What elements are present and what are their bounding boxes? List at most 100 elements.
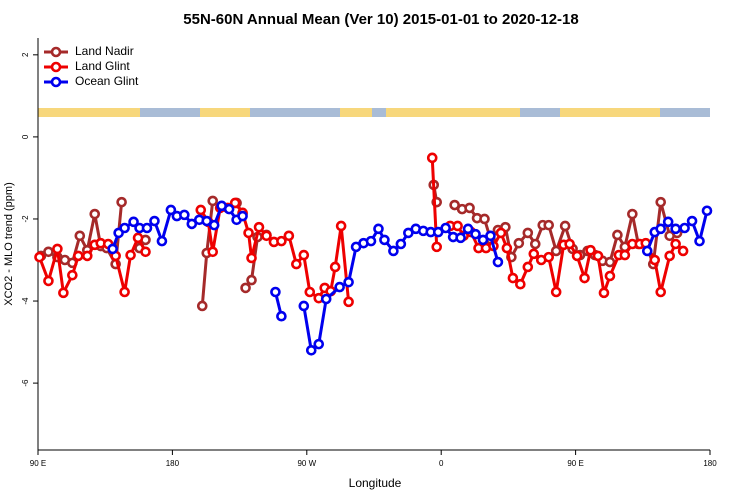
x-tick-label: 90 E — [567, 459, 583, 468]
legend-label: Land Nadir — [75, 44, 134, 58]
point — [313, 338, 325, 350]
point — [477, 234, 489, 246]
point — [403, 227, 414, 239]
point — [52, 243, 63, 255]
point — [196, 300, 208, 312]
point — [132, 232, 144, 244]
point — [452, 220, 463, 232]
point — [670, 223, 681, 235]
point — [335, 220, 347, 232]
point — [73, 250, 84, 262]
point — [186, 218, 198, 230]
point — [240, 282, 251, 294]
point — [455, 232, 466, 244]
point — [550, 286, 562, 298]
point — [276, 310, 287, 322]
point — [43, 246, 54, 258]
point — [320, 293, 332, 305]
map-strip — [38, 108, 710, 117]
point — [304, 286, 316, 298]
point — [464, 202, 475, 214]
point — [701, 205, 713, 217]
point — [365, 235, 377, 247]
legend-marker — [50, 76, 62, 88]
point — [107, 243, 118, 255]
point — [261, 230, 272, 242]
point — [501, 242, 513, 254]
point — [585, 244, 596, 256]
point — [223, 203, 235, 215]
point — [195, 204, 207, 216]
point — [270, 286, 281, 298]
point — [237, 210, 248, 222]
point — [388, 245, 399, 257]
point — [34, 251, 45, 263]
point — [627, 208, 638, 220]
y-axis-label: XCO2 - MLO trend (ppm) — [3, 182, 15, 305]
point — [207, 195, 219, 207]
point — [522, 261, 534, 273]
point — [201, 215, 213, 227]
point — [462, 223, 474, 235]
point — [598, 287, 610, 299]
point — [74, 230, 86, 242]
point — [592, 250, 604, 262]
point — [686, 215, 698, 227]
point — [89, 208, 101, 220]
legend-label: Land Glint — [75, 59, 130, 73]
point — [507, 272, 519, 284]
point — [655, 223, 667, 235]
y-tick-label: -4 — [21, 297, 30, 305]
point — [334, 281, 345, 293]
point — [140, 246, 151, 258]
point — [291, 258, 302, 270]
y-tick-label: -6 — [21, 379, 30, 387]
point — [479, 213, 490, 225]
chart-title: 55N-60N Annual Mean (Ver 10) 2015-01-01 … — [183, 11, 578, 28]
y-tick-label: 0 — [21, 134, 30, 139]
point — [426, 152, 438, 164]
point — [559, 220, 571, 232]
legend-label: Ocean Glint — [75, 74, 139, 88]
point — [579, 272, 590, 284]
point — [619, 249, 631, 261]
point — [395, 238, 407, 250]
point — [373, 223, 384, 235]
point — [243, 227, 254, 239]
point — [276, 235, 287, 247]
point — [543, 251, 555, 263]
point — [664, 250, 675, 262]
point — [208, 219, 220, 231]
point — [550, 245, 562, 257]
point — [604, 256, 616, 268]
point — [298, 249, 310, 261]
x-tick-label: 90 E — [30, 459, 46, 468]
point — [662, 216, 674, 228]
point — [179, 209, 190, 221]
point — [128, 216, 139, 228]
point — [515, 278, 526, 290]
point — [694, 235, 705, 247]
point — [677, 245, 689, 257]
point — [329, 261, 341, 273]
point — [229, 197, 241, 209]
point — [492, 256, 504, 268]
legend-marker — [50, 46, 62, 58]
x-tick-label: 180 — [166, 459, 180, 468]
x-axis-label: Longitude — [349, 476, 402, 490]
point — [379, 234, 390, 246]
point — [543, 219, 555, 231]
point — [495, 227, 507, 239]
point — [528, 248, 540, 260]
point — [43, 275, 54, 287]
legend-marker — [50, 61, 62, 73]
point — [207, 246, 219, 258]
point — [298, 300, 310, 312]
point — [522, 227, 534, 239]
point — [81, 250, 93, 262]
point — [431, 241, 443, 253]
point — [253, 221, 265, 233]
point — [670, 238, 681, 250]
point — [58, 287, 69, 299]
